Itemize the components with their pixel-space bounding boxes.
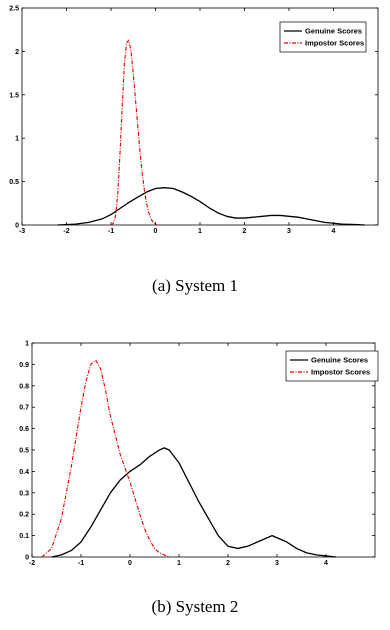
x-tick-label: 4 bbox=[332, 228, 336, 235]
y-tick-label: 0.9 bbox=[19, 362, 29, 369]
x-tick-label: -1 bbox=[78, 560, 84, 567]
legend-box bbox=[279, 21, 367, 53]
figure-caption: (b) System 2 bbox=[152, 597, 239, 616]
x-tick-label: 2 bbox=[226, 560, 230, 567]
x-tick-label: -1 bbox=[108, 228, 114, 235]
panel-system-1: -3 -2 -1 0 1 2 3 4 0 0.5 1 1.5 2 2.5 Genuine Scores Imp… bbox=[9, 6, 379, 295]
y-tick-label: 2.5 bbox=[9, 6, 19, 13]
x-tick-label: -2 bbox=[29, 560, 35, 567]
y-tick-label: 0.1 bbox=[19, 533, 29, 540]
panel-system-2: -2 -1 0 1 2 3 4 0 0.1 0.2 0.3 0.4 0.5 0.6 0.7 0.8 0.9 1 Ge… bbox=[19, 341, 379, 616]
legend-label: Genuine Scores bbox=[305, 27, 362, 36]
x-tick-label: 0 bbox=[128, 560, 132, 567]
y-tick-label: 0.5 bbox=[19, 448, 29, 455]
series-line-genuine-scores bbox=[57, 187, 365, 226]
series-line-genuine-scores bbox=[51, 447, 336, 558]
x-tick-label: 1 bbox=[198, 228, 202, 235]
x-tick-label: -2 bbox=[63, 228, 69, 235]
series-line-impostor-scores bbox=[41, 359, 170, 558]
x-tick-label: 2 bbox=[243, 228, 247, 235]
figure-caption: (a) System 1 bbox=[152, 276, 238, 295]
y-tick-label: 0.7 bbox=[19, 405, 29, 412]
x-tick-label: 3 bbox=[275, 560, 279, 567]
y-tick-label: 1 bbox=[15, 136, 19, 143]
y-tick-label: 0.5 bbox=[9, 179, 19, 186]
y-tick-label: 1 bbox=[25, 341, 29, 348]
x-tick-label: 1 bbox=[177, 560, 181, 567]
y-tick-label: 0 bbox=[15, 223, 19, 230]
legend-label: Genuine Scores bbox=[311, 356, 368, 365]
y-tick-label: 0.6 bbox=[19, 426, 29, 433]
y-tick-label: 0.3 bbox=[19, 490, 29, 497]
legend-label: Impostor Scores bbox=[305, 39, 364, 48]
x-tick-label: 3 bbox=[287, 228, 291, 235]
legend-label: Impostor Scores bbox=[311, 368, 370, 377]
y-tick-label: 0.4 bbox=[19, 469, 29, 476]
y-tick-label: 0.2 bbox=[19, 512, 29, 519]
series-line-impostor-scores bbox=[110, 39, 158, 226]
y-tick-label: 2 bbox=[15, 49, 19, 56]
x-tick-label: 4 bbox=[324, 560, 328, 567]
y-tick-label: 0 bbox=[25, 555, 29, 562]
x-tick-label: -3 bbox=[19, 228, 25, 235]
y-tick-label: 0.8 bbox=[19, 383, 29, 390]
y-tick-label: 1.5 bbox=[9, 92, 19, 99]
x-tick-label: 0 bbox=[154, 228, 158, 235]
legend-box bbox=[285, 350, 379, 382]
